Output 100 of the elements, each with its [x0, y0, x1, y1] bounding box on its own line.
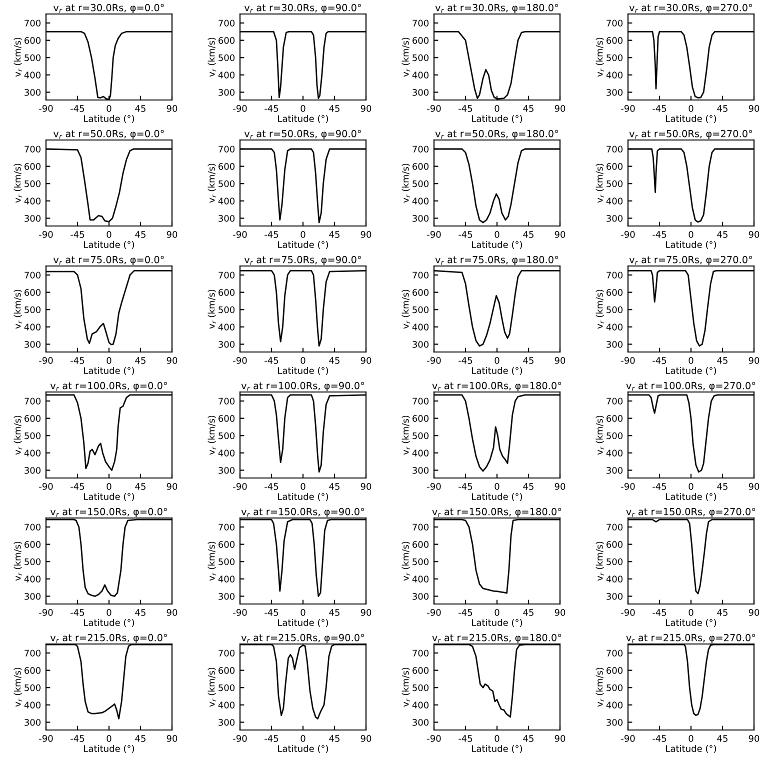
x-tick-label: -45: [70, 357, 84, 364]
y-axis-title: v$_{r}$ (km/s): [402, 416, 410, 455]
y-tick-label: 400: [24, 450, 41, 456]
x-tick-label: 90: [360, 735, 372, 742]
y-tick-label: 400: [24, 324, 41, 330]
x-tick-label: 0: [106, 735, 112, 742]
x-tick-label: -45: [264, 357, 278, 364]
y-tick-label: 700: [24, 272, 41, 279]
y-axis-title: v$_{r}$ (km/s): [596, 416, 604, 455]
y-tick-label: 600: [218, 415, 235, 422]
y-tick-label: 400: [606, 576, 623, 582]
x-tick-label: 45: [523, 357, 534, 364]
y-tick-label: 400: [412, 72, 429, 78]
y-axis-title: v$_{r}$ (km/s): [596, 290, 604, 329]
x-axis-title: Latitude (°): [278, 240, 328, 250]
chart-title: v$_{r}$ at r=30.0Rs, φ=0.0°: [53, 4, 164, 14]
x-tick-label: -90: [621, 483, 635, 490]
y-tick-label: 500: [24, 180, 41, 188]
x-axis-title: Latitude (°): [278, 744, 328, 754]
x-tick-label: -45: [70, 735, 84, 742]
x-tick-label: 45: [523, 735, 534, 742]
y-tick-label: 300: [606, 592, 623, 600]
y-tick-label: 700: [606, 20, 623, 27]
y-tick-label: 400: [412, 702, 429, 708]
x-tick-label: -90: [39, 231, 53, 238]
y-tick-label: 300: [218, 718, 235, 726]
y-tick-label: 700: [24, 398, 41, 405]
x-tick-label: -90: [621, 609, 635, 616]
y-axis-title: v$_{r}$ (km/s): [208, 38, 216, 77]
y-tick-label: 600: [606, 541, 623, 548]
x-tick-label: 45: [329, 105, 340, 112]
y-tick-label: 300: [412, 214, 429, 222]
x-tick-label: 45: [135, 735, 146, 742]
y-tick-label: 400: [218, 324, 235, 330]
x-tick-label: -45: [458, 105, 472, 112]
x-tick-label: -90: [427, 735, 441, 742]
y-tick-label: 400: [606, 450, 623, 456]
y-tick-label: 700: [218, 650, 235, 657]
y-tick-label: 300: [218, 340, 235, 348]
x-tick-label: -45: [652, 231, 666, 238]
y-tick-label: 400: [412, 576, 429, 582]
x-tick-label: -90: [427, 105, 441, 112]
x-tick-label: 0: [494, 105, 500, 112]
x-tick-label: 90: [166, 231, 178, 238]
x-tick-label: -45: [652, 357, 666, 364]
y-axis-title: v$_{r}$ (km/s): [208, 668, 216, 707]
x-tick-label: 45: [717, 231, 728, 238]
x-tick-label: 45: [329, 735, 340, 742]
y-axis-title: v$_{r}$ (km/s): [596, 668, 604, 707]
y-tick-label: 500: [412, 432, 429, 440]
x-tick-label: -45: [264, 735, 278, 742]
x-tick-label: 45: [135, 609, 146, 616]
x-tick-label: 90: [360, 609, 372, 616]
y-tick-label: 500: [218, 558, 235, 566]
x-tick-label: 0: [494, 483, 500, 490]
y-tick-label: 700: [24, 20, 41, 27]
y-tick-label: 300: [24, 214, 41, 222]
x-tick-label: 0: [494, 735, 500, 742]
y-tick-label: 700: [218, 146, 235, 153]
y-tick-label: 300: [24, 718, 41, 726]
x-tick-label: 90: [554, 231, 566, 238]
y-tick-label: 300: [24, 466, 41, 474]
x-axis-title: Latitude (°): [84, 240, 134, 250]
chart-title: v$_{r}$ at r=30.0Rs, φ=90.0°: [244, 4, 361, 14]
x-tick-label: 0: [106, 105, 112, 112]
y-tick-label: 500: [412, 306, 429, 314]
x-tick-label: 0: [688, 735, 694, 742]
y-tick-label: 300: [412, 88, 429, 96]
x-tick-label: -45: [264, 483, 278, 490]
x-tick-label: -90: [39, 609, 53, 616]
y-tick-label: 300: [24, 340, 41, 348]
x-tick-label: 0: [106, 231, 112, 238]
y-axis-title: v$_{r}$ (km/s): [596, 164, 604, 203]
x-tick-label: -45: [458, 231, 472, 238]
x-tick-label: 0: [688, 609, 694, 616]
x-tick-label: -45: [652, 735, 666, 742]
x-tick-label: 45: [717, 357, 728, 364]
y-tick-label: 600: [24, 667, 41, 674]
y-tick-label: 600: [412, 415, 429, 422]
y-tick-label: 300: [218, 466, 235, 474]
x-tick-label: -90: [233, 609, 247, 616]
x-axis-title: Latitude (°): [472, 366, 522, 376]
x-axis-title: Latitude (°): [84, 492, 134, 502]
y-tick-label: 300: [412, 592, 429, 600]
y-tick-label: 500: [412, 54, 429, 62]
y-tick-label: 600: [412, 289, 429, 296]
y-tick-label: 500: [606, 180, 623, 188]
y-tick-label: 300: [24, 592, 41, 600]
y-tick-label: 700: [606, 650, 623, 657]
y-axis-title: v$_{r}$ (km/s): [14, 416, 22, 455]
y-tick-label: 500: [412, 180, 429, 188]
x-tick-label: -90: [39, 357, 53, 364]
chart-title: v$_{r}$ at r=75.0Rs, φ=270.0°: [629, 256, 752, 266]
chart-title: v$_{r}$ at r=215.0Rs, φ=180.0°: [432, 634, 562, 644]
y-tick-label: 300: [412, 466, 429, 474]
x-tick-label: 90: [166, 483, 178, 490]
chart-title: v$_{r}$ at r=150.0Rs, φ=180.0°: [432, 508, 562, 518]
y-tick-label: 500: [218, 180, 235, 188]
chart-title: v$_{r}$ at r=30.0Rs, φ=180.0°: [435, 4, 558, 14]
y-tick-label: 600: [412, 541, 429, 548]
